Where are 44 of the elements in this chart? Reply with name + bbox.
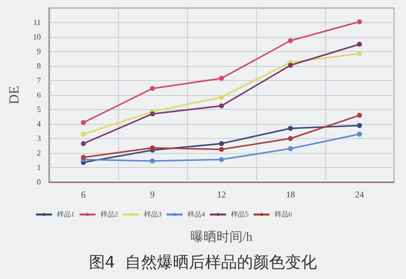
y-tick-label: 0: [36, 178, 41, 186]
y-tick-label: 2: [36, 148, 41, 158]
text: 图4 自然爆晒后样品的颜色变化: [88, 252, 318, 272]
point: [218, 157, 224, 162]
point: [288, 146, 293, 152]
point: [80, 141, 86, 146]
point: [150, 158, 155, 164]
point: [356, 132, 362, 137]
x-tick-label: 6: [81, 190, 86, 200]
point: [288, 62, 293, 68]
y-tick-label: 6: [36, 90, 41, 100]
point: [356, 42, 362, 47]
x-tick-label: 24: [354, 190, 364, 200]
point: [218, 141, 224, 146]
point: [218, 94, 224, 100]
point: [218, 146, 224, 152]
point: [356, 19, 362, 24]
point: [288, 136, 293, 141]
x-axis-title: 曝晒时间/h: [190, 229, 253, 244]
point: [80, 154, 86, 160]
x-tick-label: 12: [216, 190, 226, 200]
point: [150, 86, 155, 91]
point: [356, 51, 362, 56]
point: [80, 120, 86, 126]
point: [218, 76, 224, 81]
y-tick-label: 10: [32, 32, 41, 42]
point: [218, 103, 224, 108]
point: [356, 122, 362, 128]
y-axis-title: DE: [8, 86, 22, 104]
point: [80, 132, 86, 137]
y-tick-label: 3: [36, 134, 41, 143]
x-tick-label: 9: [150, 190, 156, 200]
y-tick-label: 8: [36, 62, 41, 70]
y-tick-label: 9: [36, 47, 41, 56]
y-tick-label: 7: [36, 76, 41, 85]
x-tick-label: 18: [286, 190, 296, 200]
point: [288, 38, 293, 44]
y-tick-label: 4: [36, 120, 41, 128]
point: [288, 126, 293, 131]
y-tick-label: 11: [33, 18, 41, 27]
point: [150, 145, 155, 150]
point: [356, 112, 362, 118]
y-tick-label: 1: [36, 163, 41, 172]
y-tick-label: 5: [36, 105, 41, 114]
